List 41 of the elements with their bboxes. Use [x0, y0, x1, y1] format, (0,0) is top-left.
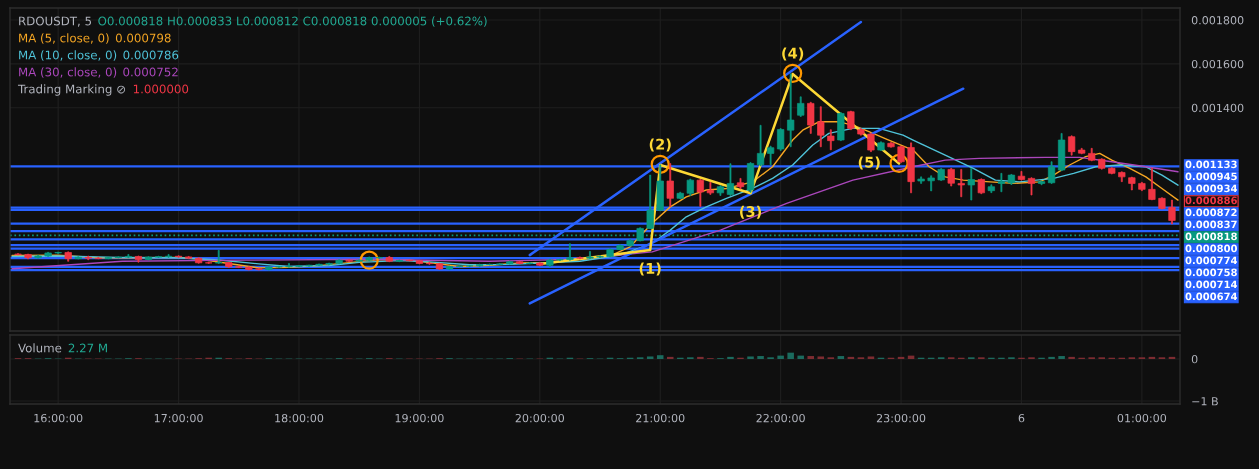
x-tick-label: 21:00:00 — [636, 413, 685, 423]
x-tick-label: 23:00:00 — [876, 413, 926, 423]
ref-line-label: 0.000674 — [1185, 292, 1238, 301]
y-tick-label: 0.001600 — [1191, 59, 1244, 69]
x-tick-label: 19:00:00 — [395, 413, 444, 423]
text: MA (5, close, 0) — [19, 33, 109, 44]
ref-line-label: 0.000818 — [1185, 232, 1237, 241]
text: O0.000818 H0.000833 L0.000812 C0.000818 0.000005 (+0.62%) — [98, 16, 487, 27]
ref-line-label: 0.000837 — [1185, 220, 1237, 229]
y-tick-label: 0 — [1191, 354, 1198, 364]
annotation: 0.000798 — [115, 33, 171, 43]
y-tick-label: 0.001400 — [1191, 103, 1244, 113]
y-tick-label: −1 B — [1192, 397, 1218, 406]
x-tick-label: 18:00:00 — [275, 413, 324, 423]
text: Volume — [18, 343, 62, 353]
annotation: (4) — [782, 47, 804, 61]
annotation: 1.000000 — [133, 84, 189, 94]
text: RDOUSDT, 5 — [19, 16, 92, 27]
annotation: 0.000886 — [1185, 196, 1237, 205]
ref-line-label: 0.000872 — [1185, 208, 1237, 217]
x-tick-label: 01:00:00 — [1117, 413, 1167, 423]
ref-line-label: 0.000945 — [1185, 172, 1237, 181]
text: MA (10, close, 0) — [19, 50, 117, 61]
ref-line-label: 0.000800 — [1185, 244, 1238, 253]
text: MA (30, close, 0) — [19, 67, 117, 78]
annotation: 0.000786 — [123, 50, 179, 60]
ref-line-label: 0.001133 — [1185, 160, 1237, 169]
x-tick-label: 16:00:00 — [34, 413, 83, 423]
ref-line-label: 0.000774 — [1185, 256, 1238, 265]
x-tick-label: 6 — [1018, 413, 1025, 423]
x-tick-label: 22:00:00 — [756, 413, 805, 423]
x-tick-label: 20:00:00 — [515, 413, 565, 423]
annotation: (2) — [649, 138, 671, 152]
y-tick-label: 0.001800 — [1191, 16, 1244, 25]
x-tick-label: 17:00:00 — [154, 413, 203, 423]
annotation: 0.000752 — [123, 67, 178, 77]
annotation: Trading Marking ⊘ — [17, 84, 125, 96]
annotation: 2.27 M — [68, 343, 107, 353]
ref-line-label: 0.000934 — [1185, 184, 1238, 193]
ref-line-label: 0.000714 — [1185, 280, 1238, 289]
ref-line-label: 0.000758 — [1185, 268, 1237, 277]
